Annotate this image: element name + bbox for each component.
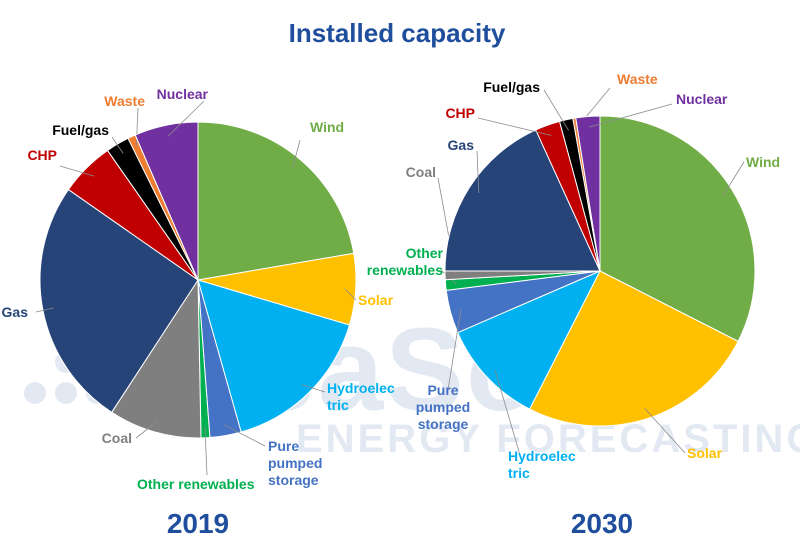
leader-line-chp: [477, 117, 552, 136]
data-label-chp: CHP: [27, 147, 57, 163]
leader-line-waste: [135, 107, 139, 147]
pie-slice-coal: [110, 278, 202, 439]
leader-line-solar: [644, 407, 686, 454]
data-label-waste: Waste: [617, 71, 658, 87]
watermark-tagline: ENERGY FORECASTING: [296, 417, 800, 461]
data-label-hydroelec-tric: Hydroelec tric: [508, 448, 576, 481]
pie-chart-2030: Wind Solar Hydroelec tric Pure pumped storage O…: [367, 71, 780, 481]
leader-line-gas: [35, 307, 54, 313]
data-label-fuel-gas: Fuel/gas: [52, 122, 109, 138]
data-label-hydroelec-tric: Hydroelec tric: [327, 380, 395, 413]
data-label-nuclear: Nuclear: [157, 86, 209, 102]
pie-slice-solar: [528, 270, 739, 427]
data-label-solar: Solar: [358, 292, 394, 308]
chart-title: Installed capacity: [289, 18, 506, 48]
leader-line-fuel-gas: [111, 136, 124, 154]
data-label-wind: Wind: [746, 154, 780, 170]
data-label-other-renewables: Other renewables: [367, 245, 444, 278]
pie-slice-hydroelec-tric: [197, 279, 351, 433]
leader-line-pure-pumped-storage: [223, 424, 266, 447]
chart-subtitle-2019: 2019: [167, 508, 229, 539]
pie-slice-wind: [197, 121, 355, 281]
data-label-nuclear: Nuclear: [676, 91, 728, 107]
watermark-dot-icon: [55, 382, 77, 404]
pie-slice-wind: [599, 115, 756, 343]
leader-line-gas: [476, 150, 480, 194]
data-label-pure-pumped-storage: Pure pumped storage: [416, 382, 470, 432]
data-label-gas: Gas: [2, 304, 29, 320]
data-label-pure-pumped-storage: Pure pumped storage: [268, 438, 322, 488]
data-label-fuel-gas: Fuel/gas: [483, 79, 540, 95]
leader-line-solar: [344, 288, 357, 301]
watermark-dot-icon: [24, 382, 46, 404]
data-label-coal: Coal: [102, 430, 132, 446]
leader-line-coal: [135, 420, 158, 439]
leader-line-fuel-gas: [543, 89, 569, 131]
pie-slice-gas: [444, 129, 601, 272]
data-label-other-renewables: Other renewables: [137, 476, 255, 492]
leader-line-hydroelec-tric: [494, 369, 521, 456]
pie-slice-nuclear: [134, 121, 199, 281]
leader-line-wind: [292, 139, 301, 168]
data-label-waste: Waste: [104, 93, 145, 109]
pie-slice-nuclear: [575, 115, 601, 272]
data-label-coal: Coal: [406, 164, 436, 180]
data-label-wind: Wind: [310, 119, 344, 135]
leader-line-nuclear: [167, 100, 205, 137]
leader-line-hydroelec-tric: [301, 384, 326, 393]
leader-line-chp: [59, 165, 95, 177]
leader-line-pure-pumped-storage: [447, 308, 462, 391]
data-label-gas: Gas: [448, 137, 475, 153]
data-label-chp: CHP: [445, 105, 475, 121]
chart-subtitle-2030: 2030: [571, 508, 633, 539]
leader-line-nuclear: [588, 103, 673, 128]
pie-slice-hydroelec-tric: [457, 269, 602, 410]
leader-line-other-renewables: [204, 426, 208, 476]
leader-line-wind: [722, 161, 745, 196]
data-label-solar: Solar: [687, 445, 723, 461]
